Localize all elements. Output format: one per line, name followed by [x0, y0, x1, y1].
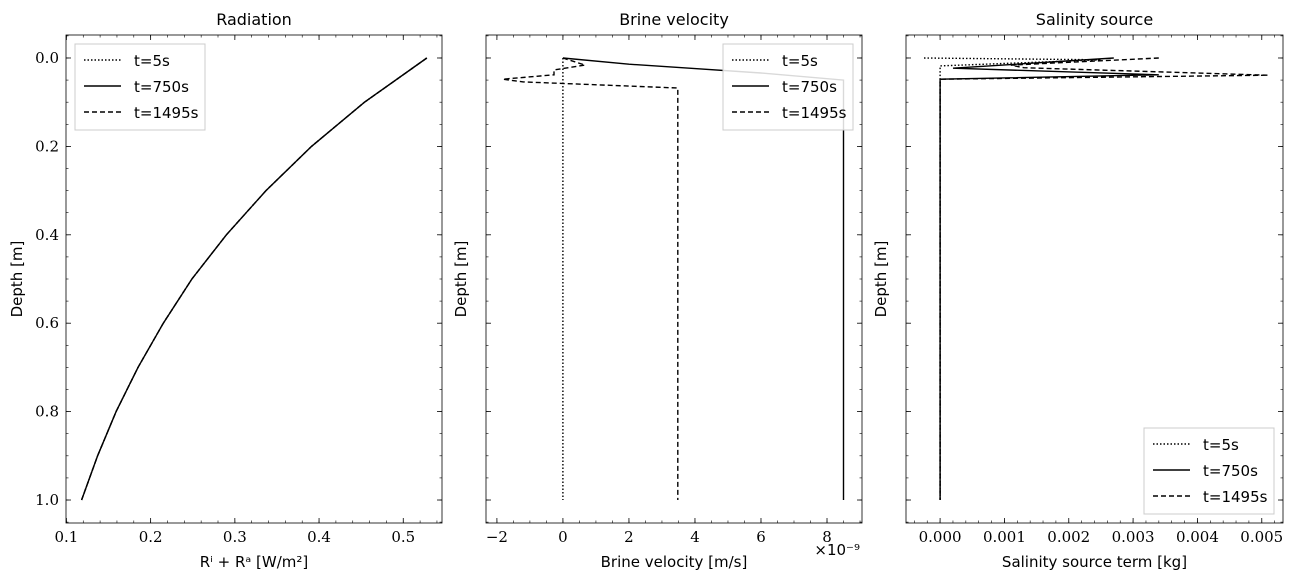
legend-label: t=5s	[134, 52, 170, 70]
chart-title: Brine velocity	[619, 10, 729, 29]
legend: t=5s t=750s t=1495s	[1143, 427, 1275, 515]
y-axis-label: Depth [m]	[452, 241, 470, 318]
x-tick-label: 2	[624, 528, 634, 546]
series-line-t=1495s	[80, 57, 428, 501]
panel-3: 0.000 0.001 0.002 0.003 0.004 0.005 Salinity s…	[872, 10, 1284, 571]
series-line-t=1495s	[939, 57, 1269, 500]
legend-label: t=5s	[1203, 436, 1239, 454]
x-tick-label: 0.005	[1240, 528, 1283, 546]
panel-1: 0.1 0.2 0.3 0.4 0.5 0.0 0.2 0.4 0.6 0.8 1.0 Radiati…	[8, 10, 443, 571]
x-tick-label: 6	[756, 528, 766, 546]
x-axis-label: Brine velocity [m/s]	[601, 553, 748, 571]
series-line-t=5s	[923, 57, 1101, 500]
x-axis-label: Rⁱ + Rᵃ [W/m²]	[200, 553, 309, 571]
y-tick-label: 0.2	[35, 137, 59, 155]
x-tick-label: 0.004	[1176, 528, 1219, 546]
legend-label: t=1495s	[782, 104, 847, 122]
legend: t=5s t=750s t=1495s	[722, 43, 854, 131]
y-tick-label: 0.4	[35, 226, 59, 244]
x-tick-label: 0.3	[223, 528, 247, 546]
legend: t=5s t=750s t=1495s	[74, 43, 206, 131]
x-offset-text: ×10⁻⁹	[814, 541, 860, 559]
x-axis-label: Salinity source term [kg]	[1002, 553, 1187, 571]
legend-label: t=750s	[1203, 462, 1258, 480]
x-tick-label: 0.000	[919, 528, 962, 546]
x-tick-label: 4	[690, 528, 700, 546]
x-tick-label: 0.2	[139, 528, 163, 546]
legend-box	[722, 43, 854, 131]
chart-title: Radiation	[216, 10, 292, 29]
x-tick-label: −2	[486, 528, 508, 546]
series-line-t=1495s	[502, 57, 679, 500]
x-tick-label: 0.001	[983, 528, 1026, 546]
legend-label: t=750s	[134, 78, 189, 96]
panel-2: −2 0 2 4 6 8 Brine velocity Brine velocity [m/s…	[452, 10, 863, 571]
y-axis-label: Depth [m]	[872, 241, 890, 318]
y-tick-label: 1.0	[35, 491, 59, 509]
x-tick-label: 0	[558, 528, 568, 546]
x-tick-label: 0.4	[307, 528, 331, 546]
x-tick-label: 0.5	[391, 528, 415, 546]
legend-box	[74, 43, 206, 131]
legend-label: t=1495s	[134, 104, 199, 122]
y-tick-label: 0.0	[35, 49, 59, 67]
legend-box	[1143, 427, 1275, 515]
series-line-t=750s	[939, 57, 1159, 500]
y-axis-label: Depth [m]	[8, 241, 26, 318]
y-tick-label: 0.6	[35, 314, 59, 332]
legend-label: t=750s	[782, 78, 837, 96]
legend-label: t=1495s	[1203, 488, 1268, 506]
y-tick-label: 0.8	[35, 403, 59, 421]
chart-title: Salinity source	[1036, 10, 1153, 29]
legend-label: t=5s	[782, 52, 818, 70]
x-tick-label: 0.003	[1112, 528, 1155, 546]
x-tick-label: 0.002	[1047, 528, 1090, 546]
x-tick-label: 0.1	[54, 528, 78, 546]
x-tick-label: 8	[822, 528, 832, 546]
